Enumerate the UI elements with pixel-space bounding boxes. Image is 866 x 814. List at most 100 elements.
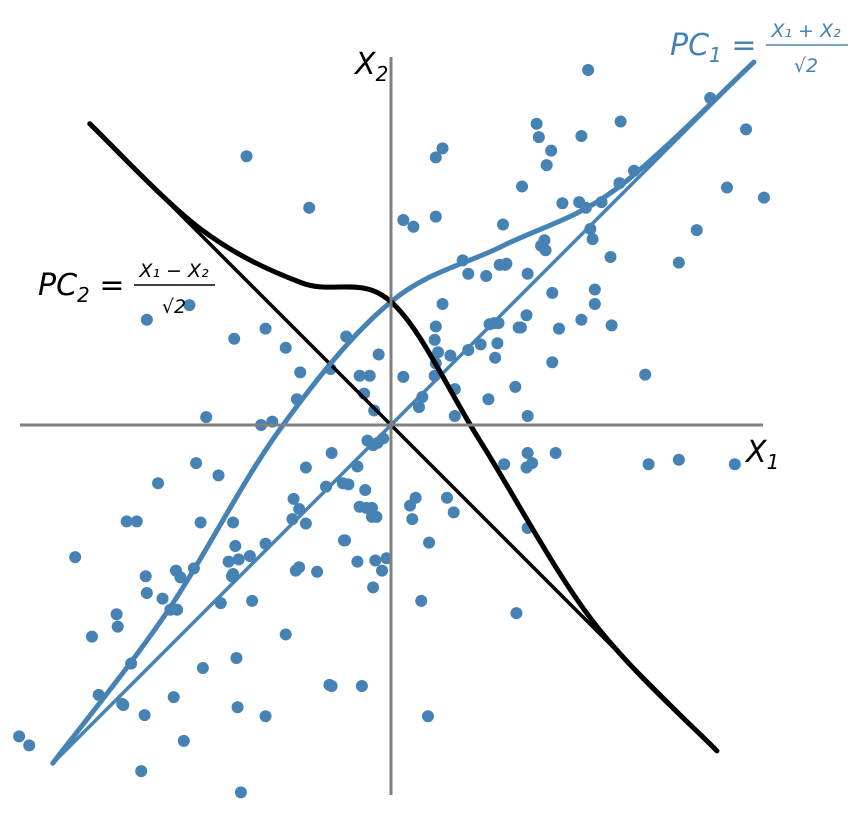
svg-text:PC2 =: PC2 = (38, 268, 124, 307)
data-point (367, 581, 380, 594)
data-point (539, 244, 552, 257)
data-point (672, 453, 685, 466)
data-point (586, 233, 599, 246)
data-point (510, 607, 523, 620)
data-point (355, 679, 368, 692)
data-point (482, 393, 495, 406)
data-point (370, 510, 383, 523)
data-point (174, 571, 187, 584)
data-point (140, 587, 153, 599)
y-axis-label: X2 (353, 47, 388, 86)
data-point (409, 491, 422, 504)
data-point (171, 603, 184, 616)
data-point (407, 220, 420, 233)
data-point (728, 458, 741, 471)
data-point (294, 366, 307, 379)
data-point (212, 469, 225, 482)
data-point (156, 592, 169, 605)
data-point (432, 346, 445, 359)
data-point (530, 117, 543, 130)
data-point (13, 730, 26, 743)
data-point (549, 447, 562, 459)
data-point (415, 594, 428, 607)
data-point (325, 447, 338, 459)
data-point (299, 461, 312, 474)
data-point (575, 313, 588, 326)
data-point (429, 151, 442, 164)
data-point (540, 159, 553, 172)
data-point (130, 515, 143, 528)
data-point (167, 691, 180, 704)
data-point (491, 337, 504, 350)
data-point (546, 286, 559, 299)
pc1-curve (50, 59, 757, 766)
data-point (642, 458, 655, 471)
data-point (447, 506, 460, 519)
data-point (325, 679, 338, 692)
data-point (229, 539, 242, 552)
data-point (604, 251, 617, 263)
data-point (117, 699, 130, 711)
data-point (397, 214, 410, 227)
data-point (303, 201, 316, 214)
data-point (230, 651, 243, 664)
pc2-curve (87, 121, 720, 754)
data-point (279, 628, 292, 641)
pc1-equation-label: PC1 = X₁ + X₂ √2 (670, 20, 848, 77)
data-point (320, 480, 333, 493)
data-point (69, 551, 82, 564)
data-point (497, 218, 509, 231)
data-point (516, 180, 529, 193)
pc1-line (51, 60, 756, 765)
data-point (489, 351, 502, 364)
data-point (588, 298, 601, 311)
data-point (462, 267, 475, 280)
data-point (222, 555, 235, 568)
pc1-numerator: X₁ + X₂ (770, 20, 841, 42)
data-point (376, 564, 389, 577)
data-point (120, 515, 133, 528)
data-point (227, 567, 240, 580)
pc2-denominator: √2 (162, 296, 186, 318)
data-point (111, 620, 124, 633)
data-point (135, 765, 148, 778)
data-point (342, 478, 355, 491)
data-point (672, 256, 685, 269)
data-point (556, 197, 569, 210)
data-point (416, 391, 429, 403)
data-point (234, 786, 247, 799)
data-point (526, 457, 539, 470)
pc2-equation-label: PC2 = X₁ − X₂ √2 (38, 260, 215, 318)
data-point (85, 630, 98, 643)
data-point (177, 734, 190, 747)
data-point (448, 410, 461, 423)
data-point (444, 349, 457, 362)
svg-text:PC1 =: PC1 = (670, 28, 756, 67)
data-point (200, 411, 213, 424)
data-point (232, 553, 245, 566)
data-point (521, 267, 534, 280)
data-point (259, 322, 272, 335)
data-point (339, 534, 352, 547)
data-point (514, 321, 527, 334)
data-point (521, 447, 534, 459)
data-point (406, 513, 419, 526)
data-point (474, 338, 487, 351)
data-point (582, 63, 595, 76)
data-point (614, 115, 627, 128)
data-point (183, 299, 196, 312)
data-point (690, 224, 703, 237)
data-point (152, 477, 165, 490)
pc1-denominator: √2 (794, 55, 818, 77)
data-point (553, 322, 565, 335)
data-point (532, 131, 545, 144)
data-point (240, 150, 253, 163)
data-point (538, 234, 551, 247)
data-point (359, 483, 372, 496)
principal-component-lines (50, 59, 757, 766)
data-point (353, 369, 366, 382)
data-point (228, 332, 241, 345)
data-point (757, 191, 770, 204)
scatter-points (13, 63, 770, 799)
